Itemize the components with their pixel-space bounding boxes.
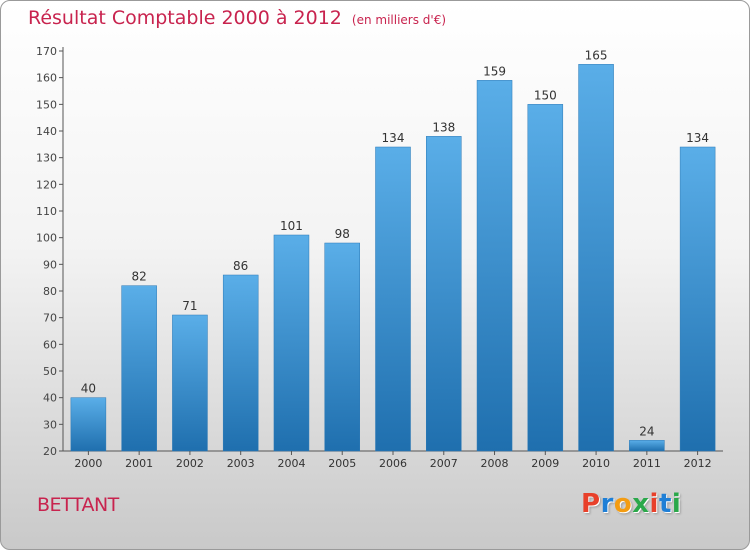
y-tick-label: 150 <box>36 98 57 111</box>
bar-value-label: 71 <box>182 299 197 313</box>
bar <box>578 64 614 452</box>
bar-value-label: 86 <box>233 259 248 273</box>
y-tick-label: 50 <box>43 365 57 378</box>
bar <box>222 274 259 452</box>
logo-letter: i <box>671 489 682 519</box>
logo-letter: x <box>632 489 650 519</box>
x-tick-label: 2010 <box>582 457 610 470</box>
logo-letter: t <box>658 489 672 519</box>
x-tick-label: 2011 <box>633 457 661 470</box>
bar-value-label: 82 <box>132 270 147 284</box>
bar-value-label: 134 <box>686 131 709 145</box>
bar-value-label: 98 <box>335 227 350 241</box>
y-tick-label: 60 <box>43 338 57 351</box>
x-tick-label: 2008 <box>481 457 509 470</box>
y-tick-label: 110 <box>36 205 57 218</box>
x-tick-label: 2005 <box>328 457 356 470</box>
bar-value-label: 165 <box>585 48 608 62</box>
x-tick-label: 2006 <box>379 457 407 470</box>
y-tick-label: 40 <box>43 392 57 405</box>
y-tick-label: 120 <box>36 178 57 191</box>
y-tick-label: 100 <box>36 232 57 245</box>
x-tick-label: 2000 <box>74 457 102 470</box>
bar <box>70 397 107 452</box>
bar-value-label: 24 <box>639 424 654 438</box>
y-tick-label: 20 <box>43 445 57 458</box>
unit-note: (en milliers d'€) <box>351 13 447 27</box>
bar-value-label: 138 <box>432 120 455 134</box>
logo-letter: i <box>649 489 659 519</box>
place-name: BETTANT <box>37 494 119 516</box>
y-tick-label: 140 <box>36 125 57 138</box>
chart-title: Résultat Comptable 2000 à 2012 (en millie… <box>28 7 446 29</box>
y-tick-label: 70 <box>43 312 57 325</box>
y-tick-label: 130 <box>36 152 57 165</box>
bar-value-label: 101 <box>280 219 303 233</box>
bar-value-label: 159 <box>483 64 506 78</box>
bar <box>172 314 208 452</box>
y-tick-label: 170 <box>36 45 57 58</box>
bar <box>679 146 716 452</box>
x-tick-label: 2002 <box>176 457 204 470</box>
bar <box>527 104 564 452</box>
logo-letter: P <box>581 489 601 519</box>
x-tick-label: 2001 <box>125 457 153 470</box>
x-tick-label: 2009 <box>531 457 559 470</box>
x-tick-label: 2003 <box>227 457 255 470</box>
bar-value-label: 134 <box>382 131 405 145</box>
bar <box>426 136 462 452</box>
x-tick-label: 2007 <box>430 457 458 470</box>
logo-letter: o <box>613 489 633 519</box>
y-tick-label: 160 <box>36 72 57 85</box>
bar <box>629 440 665 452</box>
logo-letter: r <box>600 489 614 519</box>
bar <box>324 242 360 452</box>
bar <box>476 80 513 452</box>
x-tick-label: 2004 <box>277 457 305 470</box>
y-tick-label: 90 <box>43 258 57 271</box>
bar <box>273 234 310 452</box>
bar-value-label: 40 <box>81 382 96 396</box>
y-tick-label: 30 <box>43 418 57 431</box>
bar <box>375 146 411 452</box>
bar <box>121 285 157 452</box>
x-tick-label: 2012 <box>684 457 712 470</box>
proxiti-logo: Proxiti <box>581 489 681 519</box>
y-tick-label: 80 <box>43 285 57 298</box>
title-text: Résultat Comptable 2000 à 2012 <box>28 7 342 29</box>
bar-value-label: 150 <box>534 88 557 102</box>
